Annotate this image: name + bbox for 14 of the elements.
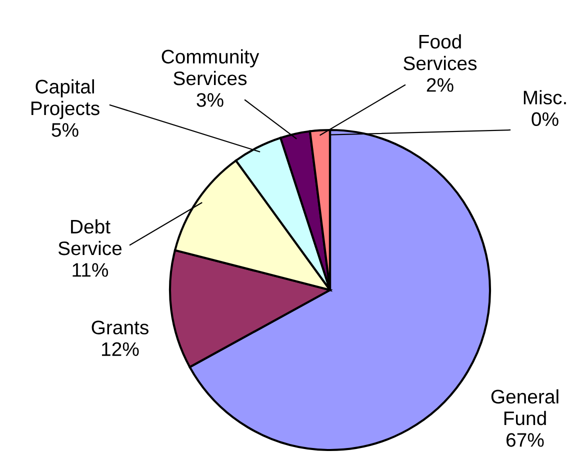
category-label: Misc. [524,90,566,104]
data-label: 3% [196,93,224,107]
data-label: 5% [52,123,78,137]
slice-label: Capital Projects [31,79,100,120]
slice-label: Debt Service [58,219,122,256]
data-label: 67% [506,433,544,447]
data-label: 12% [102,342,139,356]
slice-label: Food Services [404,34,477,70]
data-label: 2% [426,78,454,92]
data-label: 11% [72,263,108,277]
slice-label: Grants [92,320,148,334]
slice-label: General Fund [491,389,558,426]
slice-label: Community Services [162,49,260,86]
text: 0% [532,112,558,126]
